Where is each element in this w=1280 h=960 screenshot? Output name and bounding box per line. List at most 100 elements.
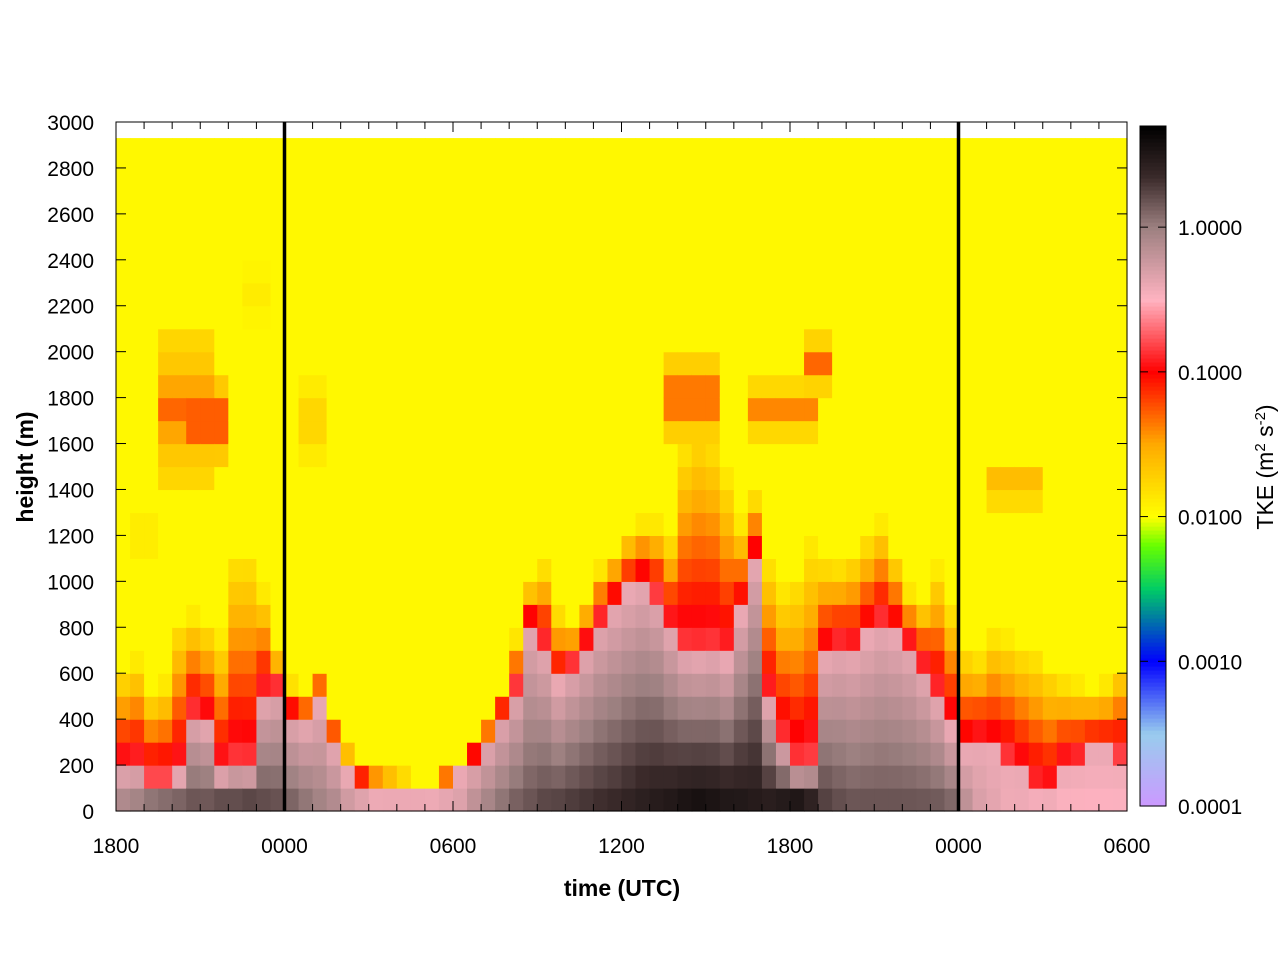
heatmap-cell: [593, 144, 609, 169]
heatmap-cell: [509, 696, 524, 720]
heatmap-cell: [298, 190, 314, 215]
heatmap-cell: [340, 673, 356, 697]
heatmap-cell: [846, 374, 861, 399]
heatmap-cell: [298, 489, 314, 514]
heatmap-cell: [916, 719, 932, 743]
heatmap-cell: [804, 443, 819, 468]
heatmap-cell: [621, 719, 637, 743]
heatmap-cell: [565, 627, 580, 651]
heatmap-cell: [256, 351, 272, 376]
heatmap-cell: [467, 138, 482, 146]
heatmap-cell: [761, 489, 777, 514]
heatmap-cell: [593, 489, 609, 514]
heatmap-cell: [172, 282, 187, 307]
heatmap-cell: [733, 765, 749, 789]
colorbar-swatch: [1140, 602, 1166, 607]
heatmap-cell: [832, 742, 847, 766]
heatmap-cell: [228, 788, 243, 812]
heatmap-cell: [1042, 650, 1058, 674]
heatmap-cell: [874, 719, 889, 743]
heatmap-cell: [537, 788, 552, 812]
heatmap-cell: [804, 581, 819, 605]
heatmap-cell: [677, 167, 693, 192]
heatmap-cell: [481, 282, 496, 307]
heatmap-cell: [1028, 765, 1044, 789]
heatmap-cell: [116, 397, 131, 422]
heatmap-cell: [467, 742, 482, 766]
heatmap-cell: [1098, 328, 1114, 353]
heatmap-cell: [944, 558, 960, 582]
heatmap-cell: [410, 604, 426, 628]
heatmap-cell: [242, 765, 258, 789]
heatmap-cell: [705, 535, 721, 559]
heatmap-cell: [930, 696, 946, 720]
heatmap-cell: [761, 282, 777, 307]
heatmap-cell: [761, 673, 777, 697]
colorbar-swatch: [1140, 394, 1166, 399]
heatmap-cell: [579, 696, 595, 720]
heatmap-cell: [509, 742, 524, 766]
heatmap-cell: [354, 236, 370, 261]
heatmap-cell: [944, 673, 960, 697]
heatmap-cell: [846, 236, 861, 261]
heatmap-cell: [551, 489, 566, 514]
heatmap-cell: [424, 650, 440, 674]
heatmap-cell: [1070, 512, 1086, 536]
heatmap-cell: [158, 351, 173, 376]
heatmap-cell: [1028, 351, 1044, 376]
heatmap-cell: [902, 466, 917, 491]
heatmap-cell: [916, 236, 932, 261]
heatmap-cell: [635, 328, 651, 353]
heatmap-cell: [453, 742, 468, 766]
heatmap-cell: [705, 167, 721, 192]
heatmap-cell: [438, 374, 454, 399]
heatmap-cell: [986, 420, 1002, 445]
heatmap-cell: [509, 673, 524, 697]
heatmap-cell: [761, 167, 777, 192]
heatmap-cell: [116, 167, 131, 192]
heatmap-cell: [916, 328, 932, 353]
heatmap-cell: [396, 190, 412, 215]
midnight-lines: [282, 122, 961, 811]
heatmap-cell: [804, 144, 819, 169]
heatmap-cell: [747, 788, 763, 812]
heatmap-cell: [1000, 259, 1016, 284]
heatmap-cell: [186, 351, 201, 376]
heatmap-cell: [495, 742, 510, 766]
colorbar-swatch: [1140, 786, 1166, 791]
heatmap-cell: [579, 535, 595, 559]
heatmap-cell: [495, 512, 510, 536]
heatmap-cell: [972, 443, 988, 468]
heatmap-cell: [410, 282, 426, 307]
heatmap-cell: [130, 581, 145, 605]
heatmap-cell: [144, 420, 159, 445]
heatmap-cell: [200, 581, 215, 605]
heatmap-cell: [888, 788, 903, 812]
heatmap-cell: [1112, 719, 1128, 743]
heatmap-cell: [635, 213, 651, 238]
heatmap-cell: [775, 397, 791, 422]
heatmap-cell: [298, 144, 314, 169]
heatmap-cell: [1056, 259, 1072, 284]
heatmap-cell: [733, 788, 749, 812]
heatmap-cell: [354, 420, 370, 445]
heatmap-cell: [537, 627, 552, 651]
heatmap-cell: [284, 144, 300, 169]
heatmap-cell: [733, 236, 749, 261]
colorbar-swatch: [1140, 382, 1166, 387]
heatmap-cell: [312, 535, 328, 559]
heatmap-cell: [270, 190, 286, 215]
heatmap-cell: [874, 236, 889, 261]
heatmap-cell: [832, 351, 847, 376]
heatmap-cell: [523, 673, 538, 697]
heatmap-cell: [860, 167, 875, 192]
heatmap-cell: [818, 443, 833, 468]
heatmap-cell: [396, 742, 412, 766]
colorbar-swatch: [1140, 502, 1166, 507]
heatmap-cell: [986, 650, 1002, 674]
heatmap-cell: [635, 190, 651, 215]
heatmap-cell: [326, 765, 342, 789]
heatmap-cell: [1056, 167, 1072, 192]
heatmap-cell: [172, 305, 187, 330]
heatmap-cell: [621, 167, 637, 192]
